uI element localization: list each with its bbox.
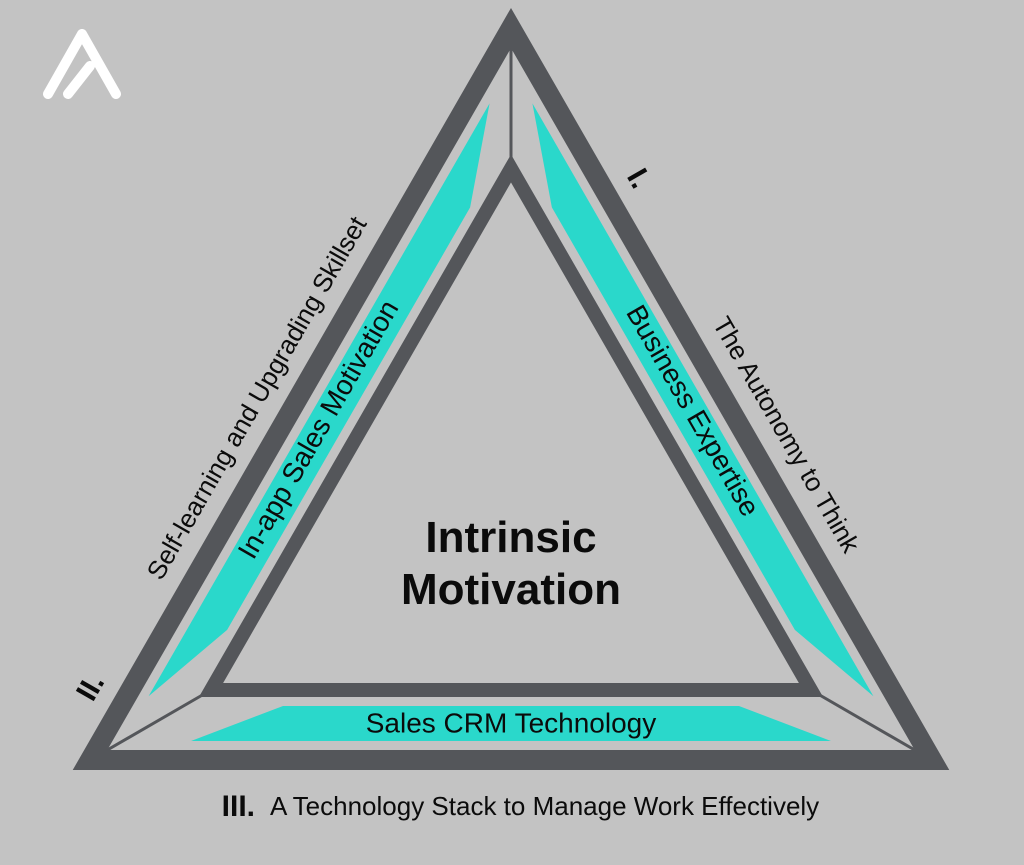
outer-label-bottom: A Technology Stack to Manage Work Effect… — [270, 791, 819, 821]
inner-label-bottom: Sales CRM Technology — [366, 707, 657, 738]
brand-logo-icon — [40, 28, 124, 100]
center-title-line2: Motivation — [401, 565, 621, 614]
outer-num-bottom: III. — [222, 790, 255, 823]
outer-num-right: I. — [620, 163, 657, 194]
inner-label-left: In-app Sales Motivation — [232, 295, 405, 564]
triangle-diagram: IntrinsicMotivationIn-app Sales Motivati… — [0, 0, 1024, 865]
center-title-line1: Intrinsic — [425, 513, 596, 562]
outer-num-left: II. — [70, 668, 111, 706]
